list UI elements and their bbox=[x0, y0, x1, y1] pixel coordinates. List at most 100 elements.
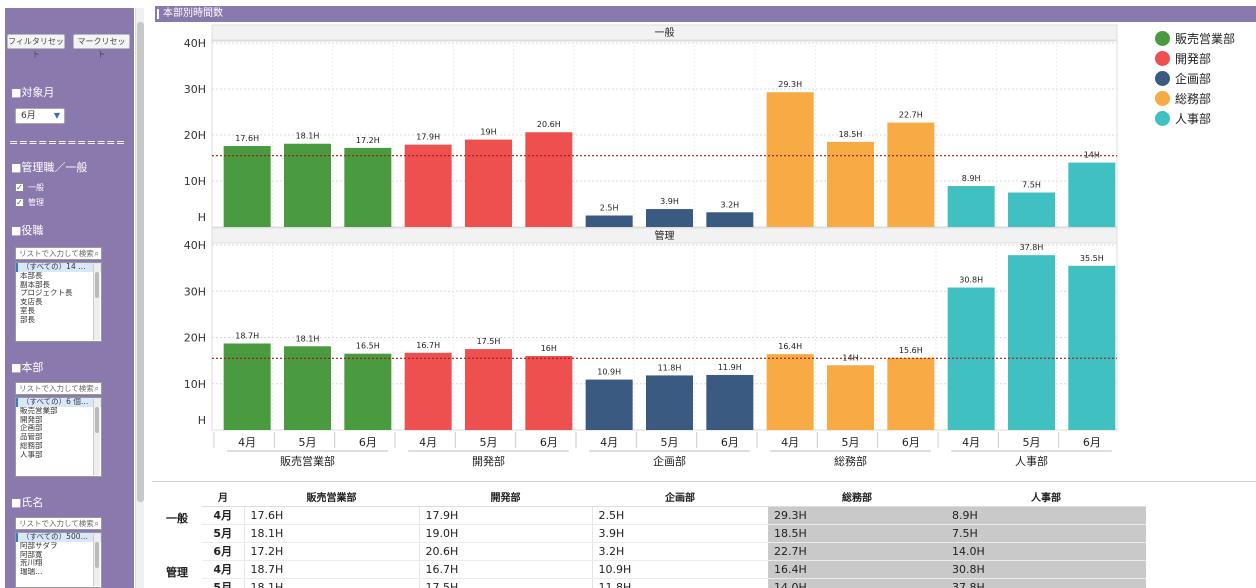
division-list-item[interactable]: 開発部 bbox=[20, 415, 43, 424]
role-list-item[interactable]: 本部長 bbox=[20, 271, 43, 280]
division-list-item[interactable]: 販売営業部 bbox=[20, 406, 58, 415]
table-cell: 19.0H bbox=[418, 524, 592, 543]
mark-reset-button[interactable]: マークリセット bbox=[73, 34, 130, 59]
division-list-item[interactable]: 品管部 bbox=[20, 433, 43, 442]
table-group-label: 一般 bbox=[166, 512, 188, 525]
checkbox-general[interactable]: ✓ 一般 bbox=[15, 182, 44, 194]
hours-bar-chart: 一般 H 10H 20H 30H 40H 17.6H 18.1H 17.2H 17.9H 19H 20… bbox=[184, 24, 1118, 468]
bar bbox=[284, 346, 331, 430]
month-dropdown-value: 6月 bbox=[21, 111, 36, 121]
x-tick-label: 4月 bbox=[600, 436, 618, 449]
y-tick-label: H bbox=[198, 414, 206, 427]
table-month-cell: 5月 bbox=[202, 524, 244, 543]
bar bbox=[887, 122, 935, 227]
table-header-cell[interactable]: 月 bbox=[202, 488, 244, 507]
legend-item[interactable]: 人事部 bbox=[1155, 108, 1255, 128]
name-list-item[interactable]: 阿部サダヲ bbox=[20, 541, 58, 550]
sidebar-scrollbar[interactable] bbox=[135, 8, 144, 588]
bar-value-label: 30.8H bbox=[959, 276, 983, 285]
table-cell: 17.2H bbox=[243, 542, 419, 561]
table-row[interactable]: 4月 18.7H 16.7H 10.9H 16.4H 30.8H bbox=[202, 560, 1146, 579]
role-list[interactable]: （すべての）14 … 本部長 副本部長 プロジェクト長 支店長 室長 部長 bbox=[15, 262, 102, 342]
bar-value-label: 18.7H bbox=[235, 332, 259, 341]
name-search-placeholder: リストで入力して検索 bbox=[19, 519, 94, 528]
legend-label: 人事部 bbox=[1175, 111, 1212, 126]
y-tick-label: 20H bbox=[184, 129, 206, 142]
division-search-placeholder: リストで入力して検索 bbox=[19, 384, 94, 393]
name-list-item[interactable]: 阿部寛 bbox=[20, 550, 43, 559]
legend-swatch bbox=[1155, 50, 1170, 66]
bar bbox=[1068, 265, 1116, 430]
x-tick-label: 5月 bbox=[661, 436, 679, 449]
bar bbox=[1068, 162, 1116, 227]
table-cell: 20.6H bbox=[418, 542, 592, 561]
table-header-cell[interactable]: 企画部 bbox=[592, 488, 768, 507]
division-list-item[interactable]: 人事部 bbox=[20, 450, 43, 459]
checkbox-icon[interactable]: ✓ bbox=[15, 183, 24, 192]
table-row[interactable]: 5月 18.1H 19.0H 3.9H 18.5H 7.5H bbox=[202, 524, 1146, 543]
role-search-input[interactable]: リストで入力して検索 ⌕ bbox=[15, 247, 102, 260]
legend-label: 企画部 bbox=[1175, 71, 1212, 86]
name-list-item[interactable]: （すべての）500… bbox=[16, 533, 101, 542]
table-cell: 14.0H bbox=[768, 578, 946, 588]
role-list-item[interactable]: プロジェクト長 bbox=[20, 289, 73, 298]
bar bbox=[525, 132, 573, 227]
table-header-cell[interactable]: 総務部 bbox=[768, 488, 946, 507]
x-tick-label: 6月 bbox=[902, 436, 920, 449]
x-tick-label: 4月 bbox=[238, 436, 256, 449]
role-list-item[interactable]: 部長 bbox=[20, 315, 35, 324]
legend-item[interactable]: 開発部 bbox=[1155, 48, 1255, 68]
bar-value-label: 18.5H bbox=[839, 130, 863, 139]
month-dropdown[interactable]: 6月 ▼ bbox=[15, 108, 65, 124]
division-search-input[interactable]: リストで入力して検索 ⌕ bbox=[15, 382, 102, 395]
table-cell: 22.7H bbox=[768, 542, 946, 561]
x-group-label: 人事部 bbox=[1015, 454, 1048, 468]
table-cell: 7.5H bbox=[946, 524, 1146, 543]
legend-swatch bbox=[1155, 90, 1170, 106]
table-row[interactable]: 5月 18.1H 17.5H 11.8H 14.0H 37.8H bbox=[202, 578, 1146, 588]
table-header-cell[interactable]: 販売営業部 bbox=[244, 488, 419, 507]
list-scrollbar[interactable] bbox=[93, 534, 100, 586]
role-list-item[interactable]: 室長 bbox=[20, 306, 35, 315]
x-tick-label: 4月 bbox=[419, 436, 437, 449]
table-group-label: 管理 bbox=[166, 566, 188, 579]
role-list-item[interactable]: （すべての）14 … bbox=[16, 263, 101, 272]
table-header-cell[interactable]: 人事部 bbox=[946, 488, 1146, 507]
bar bbox=[223, 146, 271, 227]
name-search-input[interactable]: リストで入力して検索 ⌕ bbox=[15, 517, 102, 530]
legend-item[interactable]: 販売営業部 bbox=[1155, 28, 1255, 48]
x-tick-label: 6月 bbox=[721, 436, 739, 449]
bar bbox=[706, 212, 754, 227]
x-tick-label: 5月 bbox=[1023, 436, 1041, 449]
checkbox-icon[interactable]: ✓ bbox=[15, 198, 24, 207]
legend-item[interactable]: 総務部 bbox=[1155, 88, 1255, 108]
division-list-item[interactable]: 総務部 bbox=[20, 441, 43, 450]
y-tick-label: 30H bbox=[184, 285, 206, 298]
filter-sidebar: フィルタリセット マークリセット ■対象月 6月 ▼ ============ … bbox=[5, 8, 134, 588]
legend-label: 総務部 bbox=[1175, 91, 1212, 106]
legend-swatch bbox=[1155, 70, 1170, 86]
division-list[interactable]: （すべての）6 個… 販売営業部 開発部 企画部 品管部 総務部 人事部 bbox=[15, 397, 102, 477]
name-filter-title: ■氏名 bbox=[11, 496, 44, 509]
name-list-item[interactable]: 荒川翔 bbox=[20, 559, 43, 568]
month-filter-title: ■対象月 bbox=[11, 86, 55, 99]
table-row[interactable]: 4月 17.6H 17.9H 2.5H 29.3H 8.9H bbox=[202, 506, 1146, 525]
division-list-item[interactable]: 企画部 bbox=[20, 424, 43, 433]
filter-reset-button[interactable]: フィルタリセット bbox=[7, 34, 65, 59]
role-list-item[interactable]: 支店長 bbox=[20, 298, 43, 307]
checkbox-management[interactable]: ✓ 管理 bbox=[15, 197, 44, 209]
division-list-item[interactable]: （すべての）6 個… bbox=[16, 398, 101, 407]
role-list-item[interactable]: 副本部長 bbox=[20, 280, 50, 289]
legend-item[interactable]: 企画部 bbox=[1155, 68, 1255, 88]
chart-legend: 販売営業部 開発部企画部総務部人事部 bbox=[1155, 28, 1255, 128]
list-scrollbar[interactable] bbox=[93, 264, 100, 340]
y-tick-label: 40H bbox=[184, 239, 206, 252]
table-row[interactable]: 6月 17.2H 20.6H 3.2H 22.7H 14.0H bbox=[202, 542, 1146, 561]
name-list-item[interactable]: 瑞瑞… bbox=[20, 568, 43, 577]
bar bbox=[646, 209, 693, 227]
list-scrollbar[interactable] bbox=[93, 399, 100, 475]
table-header-cell[interactable]: 開発部 bbox=[419, 488, 592, 507]
bar-value-label: 14H bbox=[842, 353, 858, 362]
bar-value-label: 3.2H bbox=[720, 200, 739, 209]
name-list[interactable]: （すべての）500… 阿部サダヲ 阿部寛 荒川翔 瑞瑞… bbox=[15, 532, 102, 588]
